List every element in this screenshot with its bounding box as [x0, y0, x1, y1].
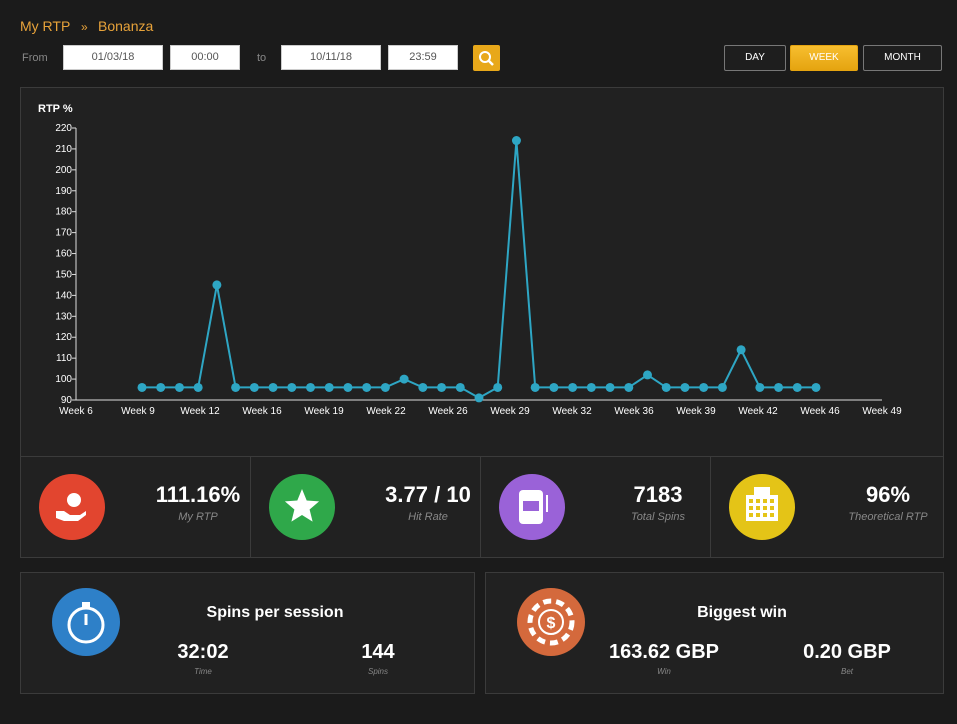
stat-value: 111.16% — [155, 482, 241, 507]
panel-value: 163.62 GBP — [608, 641, 720, 663]
to-time[interactable]: 23:59 — [388, 45, 458, 70]
from-time[interactable]: 00:00 — [170, 45, 240, 70]
to-label: to — [257, 52, 267, 64]
panel-label: Spins — [367, 667, 388, 676]
stat-label: Total Spins — [630, 511, 686, 523]
stat-tile — [710, 456, 944, 558]
from-label: From — [22, 52, 48, 64]
breadcrumb-separator: » — [81, 20, 88, 34]
breadcrumb-root[interactable]: My RTP — [20, 18, 71, 34]
panel-title: Spins per session — [206, 604, 344, 621]
from-date[interactable]: 01/03/18 — [63, 45, 163, 70]
period-button[interactable]: MONTH — [863, 45, 942, 71]
panel-value: 0.20 GBP — [803, 641, 891, 663]
panel-label: Time — [194, 667, 212, 676]
search-button[interactable] — [473, 45, 500, 71]
stat-value: 7183 — [633, 482, 683, 507]
to-date[interactable]: 10/11/18 — [281, 45, 381, 70]
panel-label: Win — [657, 667, 671, 676]
stat-value: 96% — [865, 482, 911, 507]
stat-label: Hit Rate — [408, 511, 448, 523]
period-button[interactable]: WEEK — [790, 45, 858, 71]
search-icon — [479, 51, 494, 66]
stat-value: 3.77 / 10 — [385, 482, 471, 507]
stat-label: Theoretical RTP — [848, 511, 928, 523]
panel-value: 32:02 — [177, 641, 229, 663]
period-button[interactable]: DAY — [724, 45, 786, 71]
breadcrumb-current: Bonanza — [98, 18, 154, 34]
panel-label: Bet — [840, 667, 853, 676]
panel-value: 144 — [361, 641, 395, 663]
chart-panel — [20, 87, 944, 457]
stat-label: My RTP — [178, 511, 218, 523]
panel-title: Biggest win — [697, 604, 787, 621]
